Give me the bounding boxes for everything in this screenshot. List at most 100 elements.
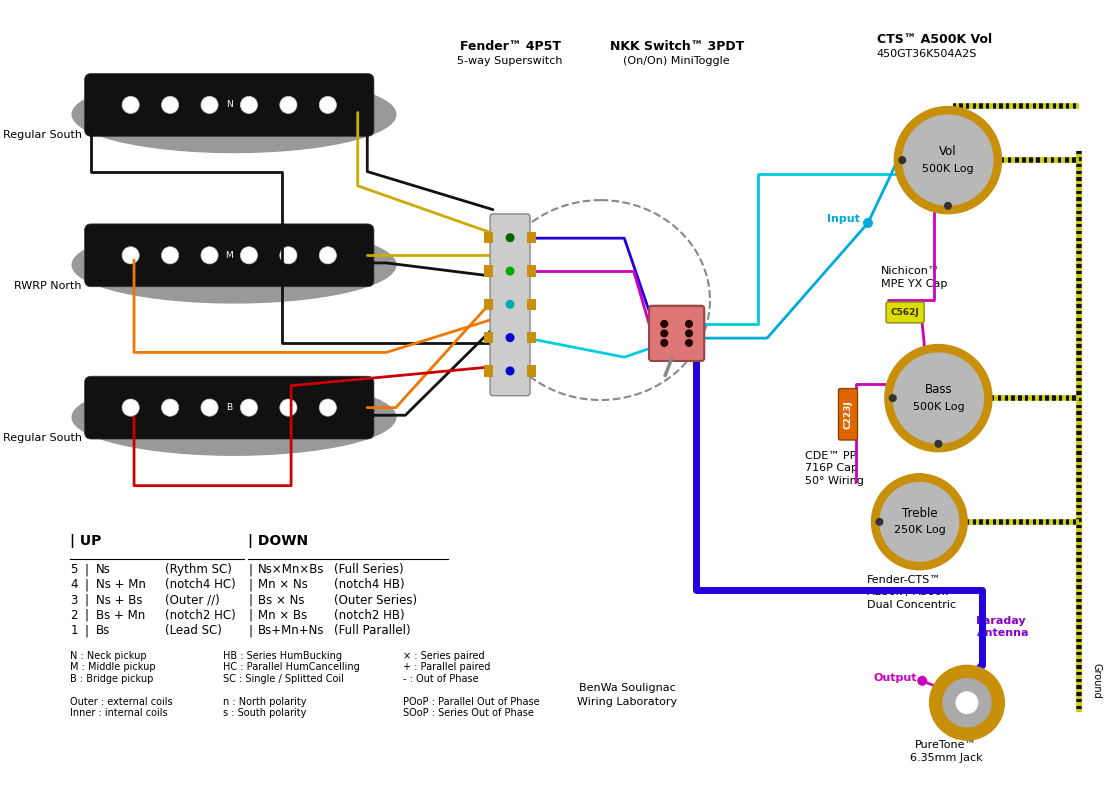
Text: |: |: [85, 563, 88, 576]
Text: Mn × Bs: Mn × Bs: [257, 609, 307, 622]
FancyBboxPatch shape: [85, 74, 373, 136]
Text: CTS™ A500K Vol: CTS™ A500K Vol: [876, 33, 991, 46]
Circle shape: [880, 482, 959, 562]
Circle shape: [890, 394, 896, 402]
Text: 500K Log: 500K Log: [922, 164, 974, 174]
Text: (Outer //): (Outer //): [166, 594, 220, 606]
Circle shape: [122, 399, 139, 416]
Text: 250K Log: 250K Log: [894, 526, 945, 535]
Circle shape: [956, 691, 978, 714]
Circle shape: [935, 441, 941, 447]
Text: Wiring Laboratory: Wiring Laboratory: [577, 697, 677, 706]
Text: Dual Concentric: Dual Concentric: [867, 599, 956, 610]
Text: C223J: C223J: [843, 400, 852, 429]
Bar: [944, 106, 953, 114]
Text: Nichicon™: Nichicon™: [882, 266, 940, 276]
Circle shape: [929, 665, 1006, 741]
FancyBboxPatch shape: [85, 376, 373, 439]
Text: A250k / A500k: A250k / A500k: [867, 587, 948, 597]
Circle shape: [280, 399, 297, 416]
Text: (Full Parallel): (Full Parallel): [334, 624, 411, 637]
Text: - : Out of Phase: - : Out of Phase: [403, 674, 480, 684]
Circle shape: [686, 330, 693, 337]
Text: Ns×Mn×Bs: Ns×Mn×Bs: [257, 563, 324, 576]
Text: NKK Switch™ 3PDT: NKK Switch™ 3PDT: [610, 40, 744, 53]
Circle shape: [506, 267, 514, 275]
Text: 450GT36K504A2S: 450GT36K504A2S: [876, 50, 977, 59]
Text: | UP: | UP: [71, 534, 102, 548]
Bar: [527, 366, 536, 377]
Circle shape: [871, 474, 968, 570]
Text: 2: 2: [71, 609, 77, 622]
Text: (notch4 HB): (notch4 HB): [334, 578, 404, 591]
Text: 4: 4: [71, 578, 77, 591]
Text: HB : Series HumBucking: HB : Series HumBucking: [222, 651, 341, 661]
Circle shape: [894, 106, 1002, 214]
Text: Bs × Ns: Bs × Ns: [257, 594, 304, 606]
Text: |: |: [249, 594, 252, 606]
Bar: [915, 474, 924, 482]
Text: CDE™ PP: CDE™ PP: [806, 451, 856, 461]
Text: |: |: [249, 624, 252, 637]
FancyBboxPatch shape: [839, 389, 857, 440]
Circle shape: [893, 353, 985, 444]
Text: Outer : external coils: Outer : external coils: [71, 697, 172, 706]
Text: Ground: Ground: [1092, 663, 1102, 698]
Text: PureTone™: PureTone™: [915, 740, 977, 750]
Text: Treble: Treble: [902, 506, 937, 520]
Text: 6.35mm Jack: 6.35mm Jack: [909, 753, 982, 762]
Text: Regular South: Regular South: [2, 433, 82, 443]
Text: (Outer Series): (Outer Series): [334, 594, 417, 606]
Ellipse shape: [72, 76, 396, 153]
Text: SOoP : Series Out of Phase: SOoP : Series Out of Phase: [403, 708, 535, 718]
Text: Fender-CTS™: Fender-CTS™: [867, 574, 941, 585]
Circle shape: [241, 246, 257, 264]
Circle shape: [506, 234, 514, 242]
Text: C562J: C562J: [891, 308, 919, 317]
Circle shape: [201, 96, 218, 114]
Bar: [527, 332, 536, 343]
Circle shape: [280, 96, 297, 114]
Text: N : Neck pickup: N : Neck pickup: [71, 651, 147, 661]
Text: Bs+Mn+Ns: Bs+Mn+Ns: [257, 624, 324, 637]
Text: × : Series paired: × : Series paired: [403, 651, 485, 661]
FancyBboxPatch shape: [85, 224, 373, 286]
Circle shape: [280, 246, 297, 264]
Text: | DOWN: | DOWN: [249, 534, 308, 548]
Ellipse shape: [72, 226, 396, 303]
Text: N: N: [225, 101, 233, 110]
Circle shape: [241, 96, 257, 114]
Circle shape: [319, 96, 336, 114]
Text: MPE YX Cap: MPE YX Cap: [882, 278, 948, 289]
Circle shape: [903, 114, 993, 206]
Circle shape: [661, 330, 667, 337]
Text: Ns + Mn: Ns + Mn: [96, 578, 146, 591]
Circle shape: [945, 202, 951, 209]
Text: (Full Series): (Full Series): [334, 563, 403, 576]
Circle shape: [161, 399, 179, 416]
Text: HC : Parallel HumCancelling: HC : Parallel HumCancelling: [222, 662, 359, 672]
Text: + : Parallel paired: + : Parallel paired: [403, 662, 491, 672]
Text: |: |: [85, 609, 88, 622]
Circle shape: [122, 246, 139, 264]
Text: (Lead SC): (Lead SC): [166, 624, 222, 637]
Bar: [484, 332, 493, 343]
Circle shape: [506, 367, 514, 374]
Text: |: |: [249, 609, 252, 622]
Text: B : Bridge pickup: B : Bridge pickup: [71, 674, 154, 684]
Text: 50° Wiring: 50° Wiring: [806, 476, 864, 486]
Text: Regular South: Regular South: [2, 130, 82, 140]
Text: (Rythm SC): (Rythm SC): [166, 563, 232, 576]
Text: POoP : Parallel Out of Phase: POoP : Parallel Out of Phase: [403, 697, 540, 706]
Text: |: |: [249, 578, 252, 591]
Text: Output: Output: [874, 673, 917, 683]
Bar: [527, 298, 536, 310]
Circle shape: [661, 339, 667, 346]
Circle shape: [161, 246, 179, 264]
Circle shape: [201, 399, 218, 416]
Circle shape: [884, 344, 992, 452]
Text: Bass: Bass: [925, 383, 953, 396]
Text: B: B: [227, 403, 232, 412]
Circle shape: [506, 334, 514, 342]
Circle shape: [661, 321, 667, 327]
